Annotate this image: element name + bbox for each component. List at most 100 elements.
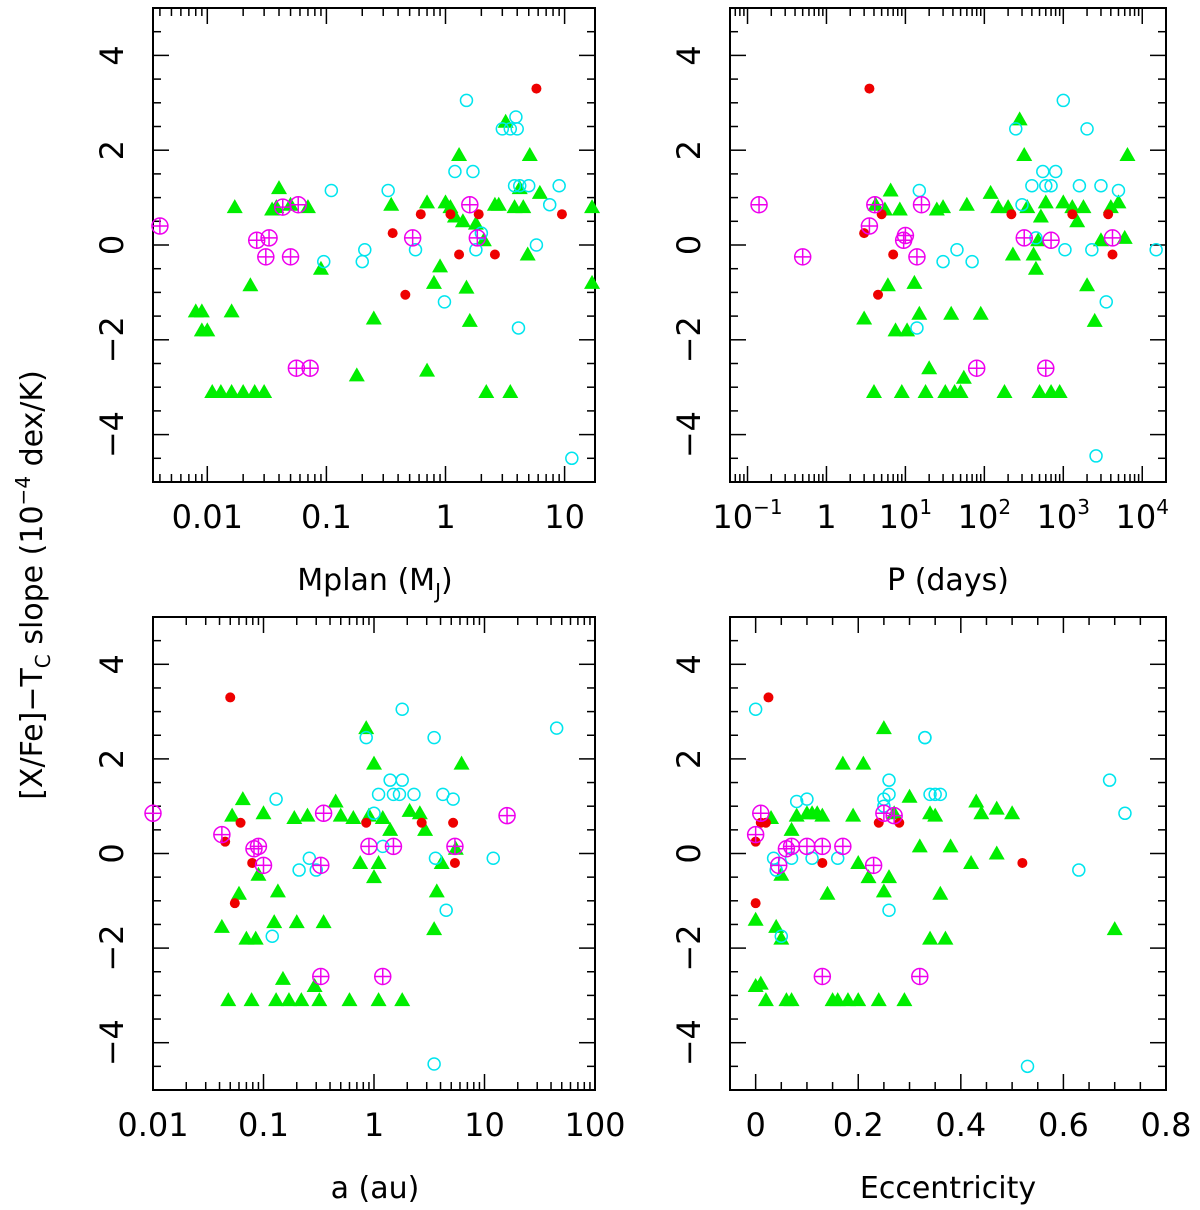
point-cyan-circle: [1118, 806, 1132, 821]
point-magenta-circle-plus: [1037, 359, 1055, 377]
point-green-triangle: [193, 303, 210, 318]
x-tick-label: 0.1: [238, 1106, 289, 1144]
point-cyan-circle: [1089, 449, 1103, 463]
point-cyan-circle: [386, 787, 401, 802]
point-cyan-circle: [427, 1057, 441, 1071]
point-cyan-circle: [1056, 93, 1071, 108]
point-magenta-circle-plus: [896, 226, 915, 245]
point-magenta-circle-plus: [260, 229, 278, 247]
point-magenta-circle-plus: [911, 967, 929, 986]
point-green-triangle: [467, 215, 484, 230]
point-green-triangle: [747, 911, 764, 926]
point-cyan-circle: [877, 792, 891, 806]
point-green-triangle: [881, 869, 898, 884]
y-axis-label-sub: C: [31, 654, 55, 668]
point-magenta-circle-plus: [866, 195, 884, 214]
point-cyan-circle: [395, 702, 409, 716]
plot-frame-mplan: [152, 7, 596, 483]
point-magenta-circle-plus: [144, 804, 162, 823]
x-axis-label-mplan-end: ): [441, 563, 453, 598]
point-red-dot: [763, 692, 774, 703]
point-red-dot: [448, 817, 459, 828]
point-cyan-circle: [383, 773, 397, 787]
point-red-dot: [387, 228, 398, 239]
point-green-triangle: [867, 196, 884, 211]
point-green-triangle: [426, 921, 443, 936]
y-axis-label-rest: slope (10: [15, 505, 50, 654]
point-cyan-circle: [395, 773, 409, 787]
point-green-triangle: [932, 885, 949, 900]
panel-semimajor: a (au) −4 −2 0 2 4 0.01 0.1 1 10 100: [93, 616, 626, 1206]
y-tick-label: 2: [93, 749, 131, 769]
point-cyan-circle: [474, 226, 489, 240]
point-magenta-circle-plus: [860, 217, 879, 235]
point-green-triangle: [515, 199, 532, 214]
point-green-triangle: [256, 383, 273, 398]
point-cyan-circle: [766, 851, 781, 865]
point-cyan-circle: [1020, 1059, 1035, 1074]
point-cyan-circle: [355, 254, 370, 269]
point-cyan-circle: [459, 93, 474, 108]
point-magenta-circle-plus: [1103, 229, 1122, 247]
point-green-triangle: [199, 322, 216, 337]
point-magenta-circle-plus: [468, 229, 487, 247]
point-cyan-circle: [292, 863, 306, 877]
x-tick-label: 0.6: [1038, 1106, 1089, 1144]
point-green-triangle: [223, 303, 240, 318]
point-green-triangle: [411, 805, 428, 820]
y-axis-label-tail: dex/K): [15, 370, 50, 476]
point-red-dot: [229, 898, 240, 909]
y-tick-label: 2: [93, 140, 131, 160]
point-cyan-circle: [358, 242, 372, 257]
point-magenta-circle-plus: [798, 837, 816, 856]
y-tick-label: −4: [670, 1019, 708, 1066]
point-green-triangle: [269, 883, 286, 898]
point-red-dot: [489, 249, 500, 260]
y-tick-label: 4: [670, 654, 708, 674]
point-green-triangle: [348, 367, 365, 382]
point-green-triangle: [433, 854, 450, 869]
point-green-triangle: [223, 383, 240, 398]
point-magenta-circle-plus: [1042, 231, 1060, 250]
point-cyan-circle: [507, 179, 522, 193]
point-green-triangle: [875, 883, 892, 898]
point-green-triangle: [226, 199, 243, 214]
x-tick-label: 0.2: [833, 1106, 884, 1144]
point-cyan-circle: [933, 787, 948, 802]
point-green-triangle: [1055, 194, 1072, 209]
y-tick-label: −2: [670, 925, 708, 972]
point-green-triangle: [927, 807, 944, 822]
point-green-triangle: [850, 854, 867, 869]
point-green-triangle: [1031, 383, 1048, 398]
point-green-triangle: [1032, 208, 1049, 223]
point-green-triangle: [271, 180, 288, 195]
point-cyan-circle: [769, 863, 783, 877]
point-green-triangle: [911, 305, 928, 320]
point-green-triangle: [973, 805, 990, 820]
point-cyan-circle: [918, 730, 932, 745]
y-tick-label: −4: [670, 411, 708, 458]
point-green-triangle: [242, 277, 259, 292]
point-magenta-circle-plus: [312, 856, 330, 875]
point-cyan-circle: [965, 254, 979, 269]
point-green-triangle: [982, 184, 999, 199]
point-magenta-circle-plus: [750, 195, 768, 214]
point-green-triangle: [306, 977, 323, 992]
point-green-triangle: [345, 810, 362, 825]
point-magenta-circle-plus: [289, 195, 307, 214]
point-green-triangle: [1110, 194, 1127, 209]
y-tick-label: −2: [670, 316, 708, 363]
y-tick-label: 0: [93, 843, 131, 863]
point-green-triangle: [783, 821, 800, 836]
x-tick-label: 1: [816, 498, 836, 536]
point-cyan-circle: [521, 179, 536, 193]
point-red-dot: [1103, 209, 1114, 220]
point-green-triangle: [268, 992, 285, 1007]
point-cyan-circle: [800, 792, 814, 806]
x-axis-label-mplan-main: Mplan (M: [297, 563, 435, 598]
point-green-triangle: [891, 201, 908, 216]
point-green-triangle: [875, 720, 892, 735]
point-green-triangle: [220, 992, 237, 1007]
point-green-triangle: [988, 800, 1005, 815]
